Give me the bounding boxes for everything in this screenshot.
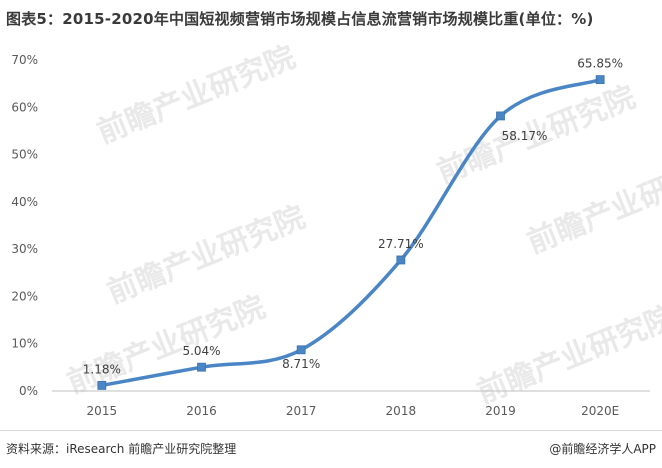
data-point-marker [97,381,107,390]
data-label: 5.04% [182,344,220,358]
data-point-marker [197,362,206,372]
data-label: 65.85% [577,57,623,71]
x-tick-label: 2017 [286,404,317,418]
data-label: 58.17% [502,129,548,143]
data-label: 27.71% [378,237,424,251]
x-tick-label: 2020E [581,404,619,418]
y-tick-label: 30% [11,242,38,256]
data-point-marker [595,75,605,85]
y-tick-label: 0% [19,384,38,398]
y-tick-label: 40% [11,195,38,209]
data-label: 8.71% [282,357,320,371]
brand-credit: @前瞻经济学人APP [549,442,656,456]
y-tick-label: 60% [11,100,38,114]
y-tick-label: 50% [11,148,38,162]
y-tick-label: 20% [11,289,38,303]
footer-divider [0,430,662,431]
chart-title: 图表5：2015-2020年中国短视频营销市场规模占信息流营销市场规模比重(单位… [6,10,594,28]
x-tick-label: 2019 [485,404,516,418]
data-point-marker [396,255,406,265]
y-tick-label: 70% [11,53,38,67]
x-tick-label: 2016 [186,404,217,418]
data-point-marker [496,111,505,121]
y-tick-label: 10% [11,337,38,351]
x-tick-label: 2018 [386,404,417,418]
data-point-marker [296,345,306,355]
source-note: 资料来源：iResearch 前瞻产业研究院整理 [6,442,237,456]
x-tick-label: 2015 [87,404,118,418]
data-label: 1.18% [83,362,121,376]
series-line [100,77,602,388]
